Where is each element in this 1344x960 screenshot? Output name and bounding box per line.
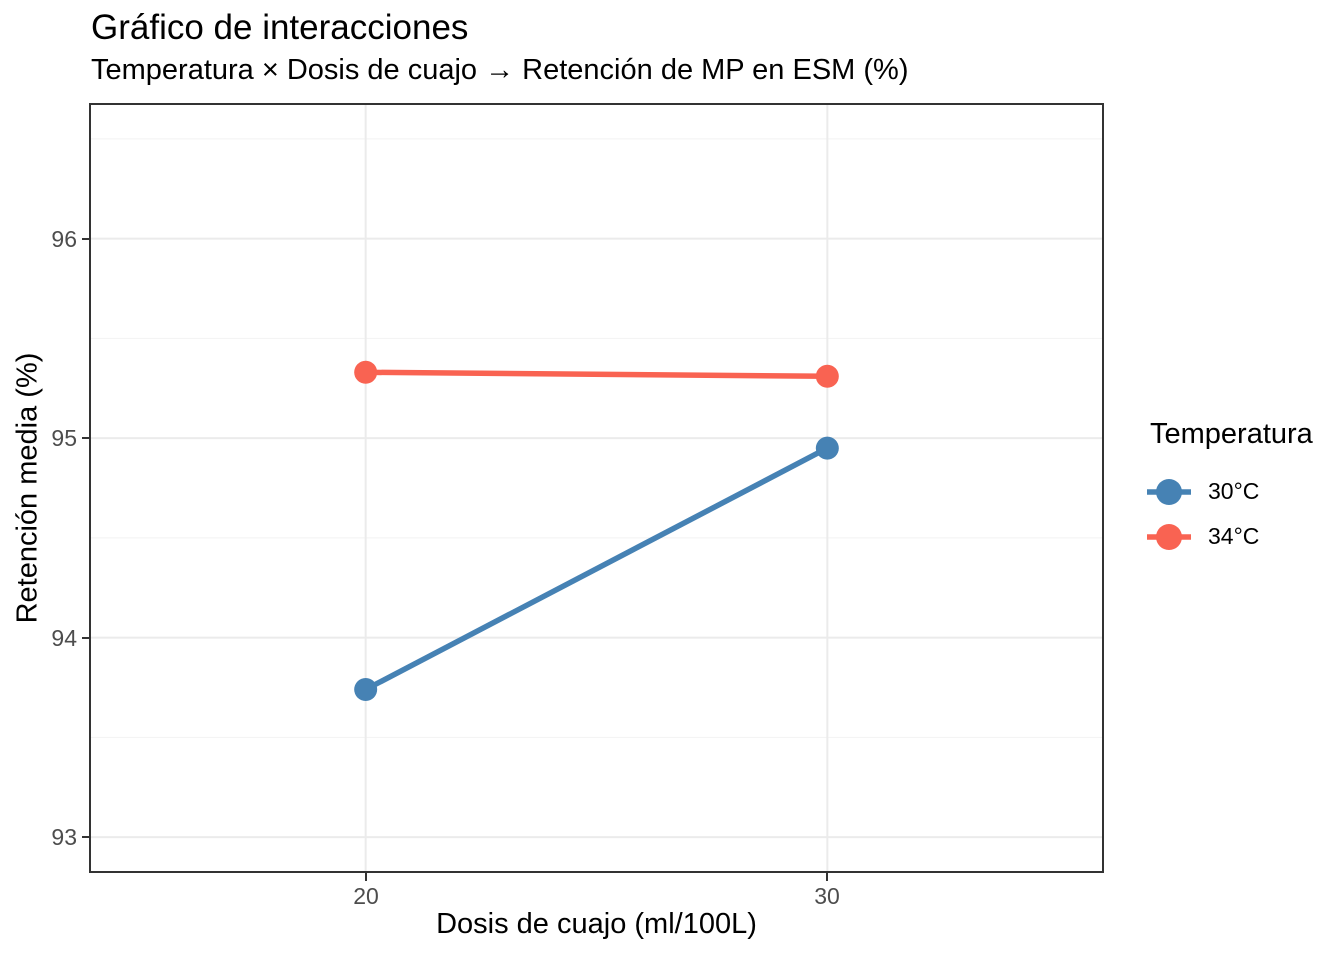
legend-entry: 30°C <box>1146 469 1344 514</box>
series-line-1 <box>365 369 828 380</box>
x-tick-mark <box>826 872 828 881</box>
plot-canvas <box>91 105 1102 871</box>
series-line-0 <box>364 445 829 692</box>
chart-subtitle: Temperatura × Dosis de cuajo → Retención… <box>91 54 909 86</box>
y-tick-label: 93 <box>51 824 77 850</box>
y-axis-title: Retención media (%) <box>11 352 44 624</box>
y-tick-mark <box>82 836 91 838</box>
legend-entry-label: 34°C <box>1208 523 1260 549</box>
x-tick-label: 20 <box>353 883 379 909</box>
x-tick-label: 30 <box>814 883 840 909</box>
y-tick-mark <box>82 437 91 439</box>
legend-entry-label: 30°C <box>1208 478 1260 504</box>
series-point-1-0 <box>354 360 378 384</box>
plot-panel <box>89 103 1104 873</box>
y-tick-label: 95 <box>51 425 77 451</box>
y-tick-label: 94 <box>51 625 77 651</box>
y-tick-mark <box>82 238 91 240</box>
series-point-0-1 <box>815 436 839 460</box>
legend-key-icon <box>1147 478 1191 505</box>
chart-title: Gráfico de interacciones <box>91 8 469 47</box>
legend: Temperatura 30°C 34°C <box>1146 418 1344 559</box>
x-tick-mark <box>365 872 367 881</box>
series-point-0-0 <box>354 677 378 701</box>
series-point-1-1 <box>815 364 839 388</box>
y-tick-mark <box>82 637 91 639</box>
x-axis-title: Dosis de cuajo (ml/100L) <box>436 908 757 940</box>
legend-entry: 34°C <box>1146 514 1344 559</box>
legend-entries: 30°C 34°C <box>1146 469 1344 559</box>
y-tick-label: 96 <box>51 226 77 252</box>
legend-key-icon <box>1147 523 1191 550</box>
legend-title: Temperatura <box>1150 418 1313 450</box>
